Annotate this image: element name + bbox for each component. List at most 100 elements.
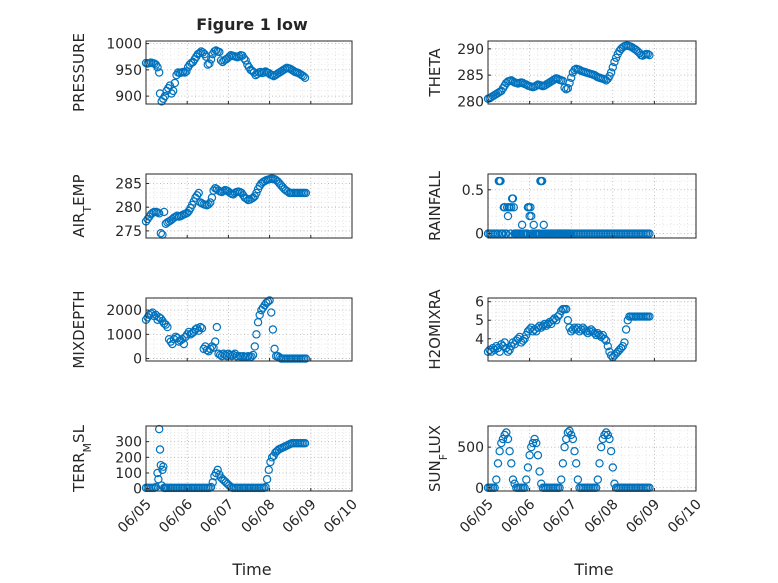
- x-tick-label: 06/05: [457, 497, 497, 537]
- plot-area: [145, 173, 353, 239]
- data-point: [528, 438, 538, 448]
- data-point: [608, 63, 618, 72]
- data-point: [250, 342, 259, 351]
- data-point: [232, 351, 241, 361]
- data-point: [645, 229, 654, 238]
- data-point: [301, 354, 311, 363]
- y-tick-label: 500: [457, 440, 484, 456]
- y-tick-label: 900: [115, 89, 142, 105]
- x-tick-label: 06/05: [115, 497, 155, 537]
- data-point: [210, 47, 219, 56]
- data-point: [560, 442, 569, 452]
- data-point: [502, 229, 511, 238]
- data-point: [212, 322, 222, 332]
- data-point: [570, 446, 579, 456]
- data-point: [590, 329, 599, 338]
- x-tick-label: 06/07: [540, 497, 580, 537]
- data-point: [593, 475, 603, 484]
- data-point: [205, 59, 214, 68]
- pressure-panel: 900 950 1000 PRESSURE: [70, 33, 353, 112]
- data-point: [267, 308, 276, 317]
- data-point: [522, 475, 531, 484]
- data-point: [155, 445, 165, 454]
- x-tick-label: 06/10: [321, 497, 361, 537]
- data-point: [560, 83, 569, 92]
- data-point: [248, 350, 258, 360]
- data-point: [621, 325, 631, 334]
- air-temp-panel: 275 280 285 AIRTEMP: [70, 173, 353, 240]
- theta-panel: 280 285 290 THETA: [426, 40, 697, 110]
- data-point: [538, 321, 548, 330]
- data-point: [197, 324, 207, 333]
- data-point: [567, 430, 576, 440]
- data-point: [645, 312, 654, 321]
- data-point: [266, 457, 275, 467]
- data-point: [517, 220, 527, 230]
- data-point: [495, 446, 504, 456]
- y-axis-label: RAINFALL: [426, 170, 444, 241]
- data-point: [606, 446, 616, 456]
- y-tick-label: 0: [133, 482, 142, 498]
- data-point: [161, 320, 170, 329]
- y-axis-label: SUNFLUX: [426, 425, 450, 492]
- axes-frame: [487, 297, 697, 362]
- data-point: [603, 341, 613, 351]
- y-tick-label: 280: [457, 94, 484, 110]
- x-axis-label-left: Time: [231, 560, 271, 579]
- data-point: [596, 442, 606, 452]
- axes-frame: [145, 425, 353, 492]
- y-tick-label: 0: [133, 352, 142, 368]
- data-point: [533, 323, 543, 332]
- data-point: [159, 207, 169, 217]
- y-tick-label: 0: [475, 481, 484, 497]
- data-point: [208, 478, 217, 487]
- data-point: [567, 73, 576, 82]
- x-tick-label: 06/10: [665, 497, 705, 537]
- data-point: [255, 310, 264, 320]
- axes-frame: [145, 40, 353, 105]
- data-point: [195, 48, 204, 58]
- y-tick-label: 100: [115, 466, 142, 482]
- data-point: [170, 78, 180, 88]
- data-point: [525, 451, 534, 460]
- data-point: [211, 337, 220, 346]
- data-point: [600, 430, 609, 440]
- data-point: [247, 352, 256, 361]
- h2omixra-panel: 4 5 6 H2OMIXRA: [426, 289, 697, 370]
- mixdepth-panel: 0 1000 2000 MIXDEPTH: [70, 290, 353, 369]
- data-point: [192, 191, 202, 200]
- y-tick-label: 290: [457, 42, 484, 58]
- y-tick-label: 275: [115, 224, 142, 240]
- x-tick-label: 06/07: [197, 497, 237, 537]
- data-point: [209, 343, 218, 352]
- axes-frame: [487, 425, 697, 492]
- y-tick-label: 285: [457, 68, 484, 84]
- data-point: [497, 438, 506, 448]
- data-point: [562, 304, 571, 314]
- sun-flux-panel: 0 500 SUNFLUX 06/05 06/06 06/07 06/08 06/09 06/1…: [426, 425, 705, 536]
- x-tick-label: 06/06: [156, 496, 196, 536]
- data-point: [608, 463, 618, 472]
- y-tick-label: 300: [115, 435, 142, 451]
- x-tick-label: 06/08: [582, 497, 622, 537]
- data-point: [264, 465, 273, 475]
- data-point: [585, 327, 594, 336]
- y-tick-label: 2000: [106, 303, 142, 319]
- data-point: [558, 459, 568, 468]
- x-axis-label-right: Time: [573, 560, 613, 579]
- data-point: [600, 334, 609, 343]
- data-point: [568, 434, 578, 444]
- data-point: [268, 325, 278, 334]
- y-tick-label: 1000: [106, 37, 142, 53]
- data-point: [492, 475, 501, 484]
- data-point: [507, 459, 516, 468]
- data-point: [300, 439, 310, 448]
- data-point: [153, 63, 162, 72]
- data-point: [571, 459, 581, 468]
- data-point: [562, 85, 571, 94]
- data-point: [299, 71, 308, 81]
- x-tick-label: 06/06: [499, 496, 539, 536]
- data-point: [601, 428, 611, 437]
- rainfall-panel: 0 0.5 RAINFALL: [426, 170, 697, 243]
